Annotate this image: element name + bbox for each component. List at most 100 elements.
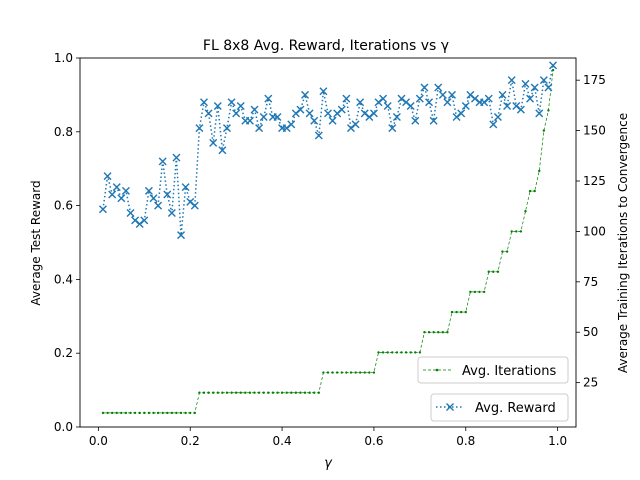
iterations-point xyxy=(381,351,385,354)
iterations-point xyxy=(501,250,504,253)
x-tick-label: 0.6 xyxy=(364,434,383,448)
iterations-point xyxy=(418,351,422,354)
y-tick-label: 0.4 xyxy=(54,272,73,286)
iterations-point xyxy=(253,391,256,394)
iterations-point xyxy=(285,391,288,394)
y-tick-label: 0.6 xyxy=(54,199,73,213)
iterations-point xyxy=(161,411,164,415)
reward-point xyxy=(204,109,213,118)
reward-point xyxy=(328,116,337,125)
reward-point xyxy=(213,101,222,110)
iterations-point xyxy=(170,411,174,415)
reward-point xyxy=(544,83,553,92)
iterations-point xyxy=(299,391,302,394)
reward-point xyxy=(493,113,502,122)
iterations-point xyxy=(303,391,307,394)
iterations-point xyxy=(492,270,495,273)
iterations-point xyxy=(166,411,169,415)
iterations-point xyxy=(156,411,160,415)
iterations-point xyxy=(409,351,412,354)
iterations-point xyxy=(221,391,224,394)
iterations-point xyxy=(267,391,270,394)
reward-point xyxy=(301,90,310,99)
reward-point xyxy=(273,113,282,122)
reward-point xyxy=(461,101,470,110)
axes: 0.0 0.2 0.4 0.6 0.8 1.0 0.0 0.2 0.4 0.6 0.8 1.0 25 50… xyxy=(54,51,606,448)
iterations-point xyxy=(110,411,114,415)
iterations-point xyxy=(441,331,445,334)
reward-point xyxy=(539,76,548,85)
reward-point xyxy=(521,79,530,88)
reward-point xyxy=(98,205,107,214)
reward-point xyxy=(163,190,172,199)
iterations-point xyxy=(248,391,252,394)
iterations-point xyxy=(496,270,500,273)
y2-axis-label: Average Training Iterations to Convergen… xyxy=(616,113,630,373)
reward-point xyxy=(245,116,254,125)
iterations-point xyxy=(207,391,210,394)
iterations-point xyxy=(432,331,435,334)
reward-point xyxy=(103,172,112,181)
reward-point xyxy=(420,83,429,92)
plot-frame xyxy=(79,57,577,428)
iterations-point xyxy=(322,371,325,374)
iterations-point xyxy=(313,391,316,394)
reward-point xyxy=(117,194,126,203)
reward-point xyxy=(379,94,388,103)
iterations-point xyxy=(524,210,527,213)
iterations-point xyxy=(345,371,348,374)
iterations-point xyxy=(120,411,123,415)
y-axis-label: Average Test Reward xyxy=(29,180,43,305)
reward-point xyxy=(535,109,544,118)
iterations-point xyxy=(106,411,109,415)
iterations-point xyxy=(280,391,284,394)
iterations-point xyxy=(482,290,486,294)
iterations-point xyxy=(510,230,513,233)
iterations-point xyxy=(115,411,118,415)
y2-tick-label: 75 xyxy=(583,275,598,289)
iterations-point xyxy=(271,391,275,394)
iterations-point xyxy=(423,331,426,334)
reward-point xyxy=(177,231,186,240)
iterations-point xyxy=(404,351,408,354)
reward-point xyxy=(388,124,397,133)
iterations-point xyxy=(244,391,247,394)
iterations-point xyxy=(542,129,546,132)
reward-point xyxy=(287,120,296,129)
y-tick-label: 0.8 xyxy=(54,125,73,139)
iterations-point xyxy=(225,391,229,394)
reward-point xyxy=(144,186,153,195)
iterations-point xyxy=(469,290,472,294)
reward-point xyxy=(255,124,264,133)
reward-point xyxy=(448,90,456,99)
reward-point xyxy=(425,98,434,107)
y2-tick-label: 100 xyxy=(583,224,606,238)
reward-point xyxy=(356,98,365,107)
reward-point xyxy=(222,124,231,133)
plot-area xyxy=(98,61,558,415)
reward-point xyxy=(438,90,447,99)
iterations-point xyxy=(179,411,183,415)
reward-point xyxy=(549,61,558,70)
iterations-point xyxy=(262,391,265,394)
iterations-point xyxy=(368,371,371,374)
iterations-point xyxy=(505,250,509,253)
iterations-point xyxy=(290,391,293,394)
reward-point xyxy=(305,109,314,118)
reward-point xyxy=(112,183,121,192)
iterations-point xyxy=(487,270,490,273)
legend-reward-label: Avg. Reward xyxy=(475,401,556,416)
reward-point xyxy=(406,101,415,110)
iterations-point xyxy=(515,230,518,233)
reward-point xyxy=(121,186,130,195)
iterations-point xyxy=(459,310,463,314)
iterations-point xyxy=(349,371,353,374)
reward-point xyxy=(507,76,516,85)
iterations-point xyxy=(331,371,334,374)
legend-iterations-box xyxy=(417,356,569,384)
reward-point xyxy=(516,105,525,114)
iterations-point xyxy=(363,371,366,374)
reward-point xyxy=(140,216,149,225)
reward-point xyxy=(158,157,167,166)
